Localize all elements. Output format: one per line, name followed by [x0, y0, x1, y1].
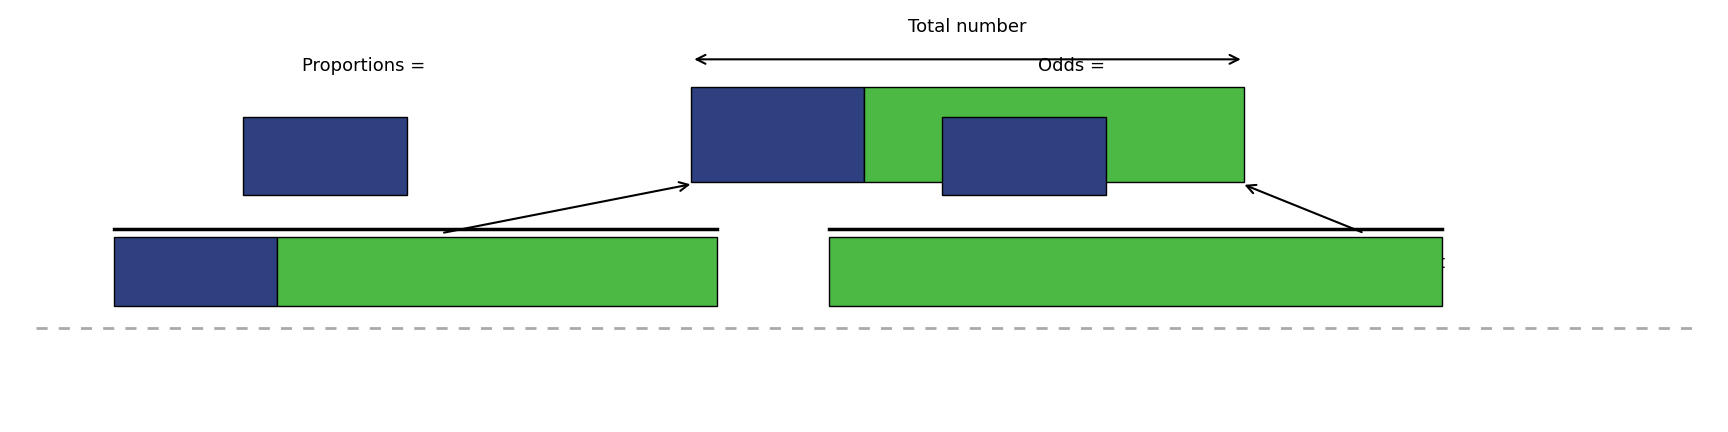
Bar: [114, 238, 278, 306]
Text: of interest: of interest: [1348, 254, 1445, 272]
Text: Number of interest: Number of interest: [209, 254, 378, 272]
Bar: [864, 87, 1244, 182]
Bar: [278, 238, 717, 306]
Text: Number: Number: [1201, 254, 1279, 272]
Text: Proportions =: Proportions =: [302, 57, 425, 75]
Text: not: not: [1301, 254, 1334, 272]
Text: Total number: Total number: [909, 18, 1026, 36]
Bar: [942, 117, 1106, 194]
Text: Odds =: Odds =: [1037, 57, 1104, 75]
Bar: [829, 238, 1441, 306]
Bar: [691, 87, 864, 182]
Bar: [244, 117, 406, 194]
